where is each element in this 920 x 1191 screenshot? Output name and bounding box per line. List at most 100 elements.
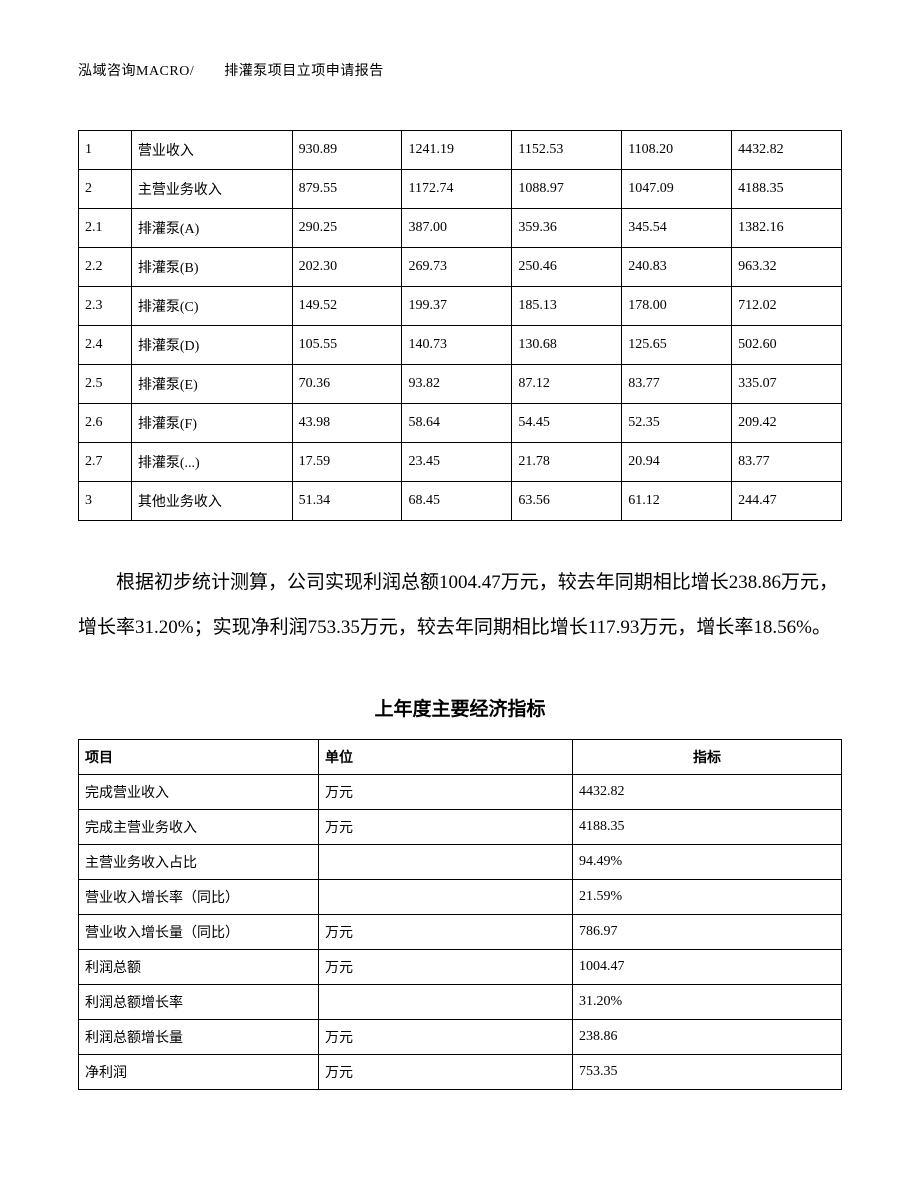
table-cell: 万元 xyxy=(319,915,573,950)
table-cell: 17.59 xyxy=(292,443,402,482)
table-cell: 753.35 xyxy=(573,1055,842,1090)
table-cell: 202.30 xyxy=(292,248,402,287)
table-cell: 排灌泵(A) xyxy=(131,209,292,248)
table-cell: 240.83 xyxy=(622,248,732,287)
indicators-header-value: 指标 xyxy=(573,740,842,775)
table-cell: 营业收入 xyxy=(131,131,292,170)
table-cell: 269.73 xyxy=(402,248,512,287)
table-cell: 963.32 xyxy=(732,248,842,287)
table-row: 2.4排灌泵(D)105.55140.73130.68125.65502.60 xyxy=(79,326,842,365)
table-cell: 2.2 xyxy=(79,248,132,287)
table-cell: 290.25 xyxy=(292,209,402,248)
table-cell: 20.94 xyxy=(622,443,732,482)
table-cell: 83.77 xyxy=(732,443,842,482)
table-cell: 1382.16 xyxy=(732,209,842,248)
table-cell: 1047.09 xyxy=(622,170,732,209)
table-cell: 23.45 xyxy=(402,443,512,482)
table-cell: 83.77 xyxy=(622,365,732,404)
table-cell: 2 xyxy=(79,170,132,209)
table-cell: 786.97 xyxy=(573,915,842,950)
table-cell: 51.34 xyxy=(292,482,402,521)
table-cell: 31.20% xyxy=(573,985,842,1020)
table-cell: 63.56 xyxy=(512,482,622,521)
table-row: 2.6排灌泵(F)43.9858.6454.4552.35209.42 xyxy=(79,404,842,443)
header-right: 排灌泵项目立项申请报告 xyxy=(224,64,384,79)
table-cell: 199.37 xyxy=(402,287,512,326)
table-cell: 244.47 xyxy=(732,482,842,521)
table-cell: 43.98 xyxy=(292,404,402,443)
table-cell: 52.35 xyxy=(622,404,732,443)
indicators-table-body: 完成营业收入万元4432.82完成主营业务收入万元4188.35主营业务收入占比… xyxy=(79,775,842,1090)
revenue-table-body: 1营业收入930.891241.191152.531108.204432.822… xyxy=(79,131,842,521)
table-cell: 185.13 xyxy=(512,287,622,326)
table-cell: 93.82 xyxy=(402,365,512,404)
table-row: 2.1排灌泵(A)290.25387.00359.36345.541382.16 xyxy=(79,209,842,248)
table-cell: 4432.82 xyxy=(732,131,842,170)
table-cell: 879.55 xyxy=(292,170,402,209)
table-cell: 利润总额增长量 xyxy=(79,1020,319,1055)
table-cell: 149.52 xyxy=(292,287,402,326)
table-row: 完成主营业务收入万元4188.35 xyxy=(79,810,842,845)
table-cell: 完成主营业务收入 xyxy=(79,810,319,845)
table-cell: 105.55 xyxy=(292,326,402,365)
header-left: 泓域咨询MACRO/ xyxy=(78,64,194,79)
table-row: 主营业务收入占比94.49% xyxy=(79,845,842,880)
table-cell xyxy=(319,845,573,880)
table-row: 1营业收入930.891241.191152.531108.204432.82 xyxy=(79,131,842,170)
table-cell: 完成营业收入 xyxy=(79,775,319,810)
table-cell xyxy=(319,985,573,1020)
table-cell: 58.64 xyxy=(402,404,512,443)
table-cell: 238.86 xyxy=(573,1020,842,1055)
table-cell: 68.45 xyxy=(402,482,512,521)
table-cell: 1108.20 xyxy=(622,131,732,170)
table-cell: 2.6 xyxy=(79,404,132,443)
table-row: 营业收入增长率（同比）21.59% xyxy=(79,880,842,915)
table-cell: 359.36 xyxy=(512,209,622,248)
table-cell: 2.3 xyxy=(79,287,132,326)
table-row: 2.2排灌泵(B)202.30269.73250.46240.83963.32 xyxy=(79,248,842,287)
table-row: 2主营业务收入879.551172.741088.971047.094188.3… xyxy=(79,170,842,209)
table-cell: 345.54 xyxy=(622,209,732,248)
table-cell: 140.73 xyxy=(402,326,512,365)
table-cell: 125.65 xyxy=(622,326,732,365)
table-cell: 万元 xyxy=(319,810,573,845)
table-cell: 排灌泵(D) xyxy=(131,326,292,365)
table-row: 2.5排灌泵(E)70.3693.8287.1283.77335.07 xyxy=(79,365,842,404)
table-cell: 1088.97 xyxy=(512,170,622,209)
table-cell: 1004.47 xyxy=(573,950,842,985)
table-row: 净利润万元753.35 xyxy=(79,1055,842,1090)
table-cell: 1172.74 xyxy=(402,170,512,209)
table-row: 2.7排灌泵(...)17.5923.4521.7820.9483.77 xyxy=(79,443,842,482)
table-cell: 2.7 xyxy=(79,443,132,482)
table-cell: 排灌泵(...) xyxy=(131,443,292,482)
table-cell: 主营业务收入占比 xyxy=(79,845,319,880)
table-cell: 130.68 xyxy=(512,326,622,365)
table-cell: 排灌泵(C) xyxy=(131,287,292,326)
table-cell: 净利润 xyxy=(79,1055,319,1090)
table-cell: 21.59% xyxy=(573,880,842,915)
table-cell: 2.4 xyxy=(79,326,132,365)
table-cell: 万元 xyxy=(319,1055,573,1090)
table-cell: 250.46 xyxy=(512,248,622,287)
table-cell: 3 xyxy=(79,482,132,521)
table-cell: 930.89 xyxy=(292,131,402,170)
section-subtitle: 上年度主要经济指标 xyxy=(78,694,842,721)
table-cell: 335.07 xyxy=(732,365,842,404)
table-row: 完成营业收入万元4432.82 xyxy=(79,775,842,810)
table-cell: 1241.19 xyxy=(402,131,512,170)
page-header: 泓域咨询MACRO/排灌泵项目立项申请报告 xyxy=(78,60,842,80)
table-cell: 利润总额 xyxy=(79,950,319,985)
table-cell: 万元 xyxy=(319,950,573,985)
table-cell: 54.45 xyxy=(512,404,622,443)
revenue-table: 1营业收入930.891241.191152.531108.204432.822… xyxy=(78,130,842,521)
table-row: 利润总额万元1004.47 xyxy=(79,950,842,985)
table-cell: 主营业务收入 xyxy=(131,170,292,209)
table-row: 利润总额增长量万元238.86 xyxy=(79,1020,842,1055)
table-row: 3其他业务收入51.3468.4563.5661.12244.47 xyxy=(79,482,842,521)
table-cell: 2.1 xyxy=(79,209,132,248)
table-cell: 1 xyxy=(79,131,132,170)
table-row: 营业收入增长量（同比）万元786.97 xyxy=(79,915,842,950)
table-cell: 387.00 xyxy=(402,209,512,248)
table-cell: 178.00 xyxy=(622,287,732,326)
table-cell: 87.12 xyxy=(512,365,622,404)
